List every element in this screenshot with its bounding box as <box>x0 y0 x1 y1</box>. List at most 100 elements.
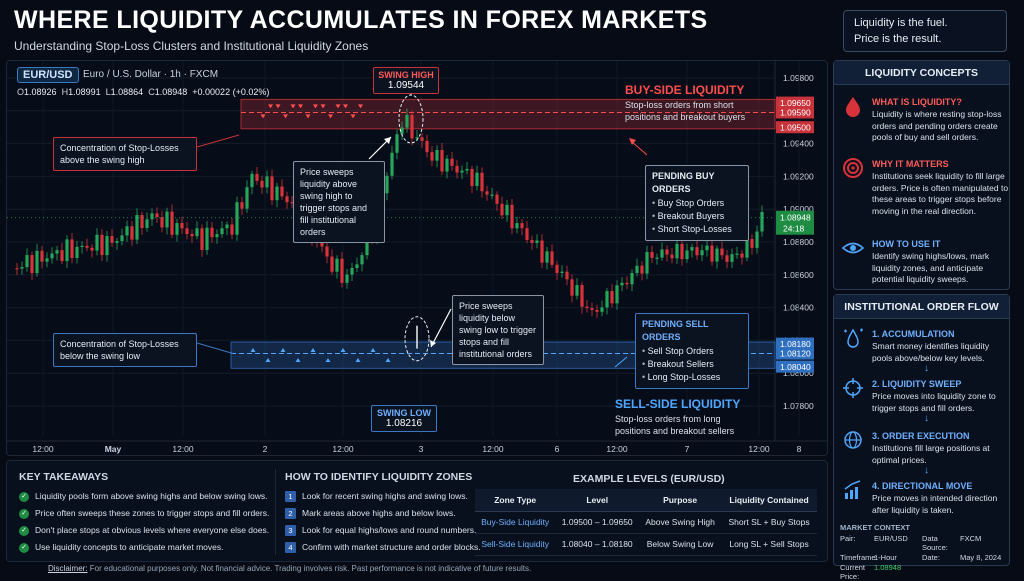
level-tag-text: 1.08040 <box>780 362 811 372</box>
candle-body <box>440 149 444 172</box>
candle-body <box>625 282 629 285</box>
crosshair-icon <box>843 378 863 398</box>
level-tag <box>776 360 814 373</box>
candle-body <box>170 211 174 235</box>
step-number: 1 <box>285 491 296 502</box>
candle-body <box>405 114 409 128</box>
candle-body <box>220 228 224 235</box>
identify-item: 1 Look for recent swing highs and swing l… <box>285 491 468 502</box>
context-value: 1.08948 <box>874 563 902 572</box>
identify-item: 3 Look for equal highs/lows and round num… <box>285 525 476 536</box>
ohlc-close: 1.08948 <box>154 87 188 97</box>
candle-body <box>265 176 269 188</box>
disclaimer: Disclaimer: For educational purposes onl… <box>48 564 531 573</box>
pending-sell-box: PENDING SELL ORDERS Sell Stop Orders Bre… <box>635 313 749 389</box>
candle-body <box>500 203 504 216</box>
candle-body <box>20 267 24 269</box>
time-tick-label: 12:00 <box>482 444 504 454</box>
candle-body <box>575 285 579 296</box>
swing-low-value: 1.08216 <box>385 418 423 429</box>
candle-body <box>320 242 324 247</box>
pending-buy-title: PENDING BUY ORDERS <box>652 171 715 194</box>
concepts-title: LIQUIDITY CONCEPTS <box>834 61 1009 85</box>
market-context: MARKET CONTEXT Pair: EUR/USD Data Source:… <box>840 523 1008 581</box>
identify-text: Mark areas above highs and below lows. <box>302 508 456 518</box>
sell-side-description: Stop-loss orders from long positions and… <box>615 414 735 436</box>
candle-body <box>420 137 424 141</box>
stop-marker-icon <box>328 114 333 119</box>
price-chart[interactable]: 1.098001.096001.094001.092001.090001.088… <box>6 60 828 456</box>
arrow-head-icon <box>629 138 636 145</box>
candle-body <box>395 134 399 153</box>
globe-icon <box>844 431 862 449</box>
context-value: 1-Hour <box>874 553 897 562</box>
flow-heading: 2. LIQUIDITY SWEEP <box>872 379 962 389</box>
candle-body <box>735 253 739 255</box>
table-title: EXAMPLE LEVELS (EUR/USD) <box>573 473 725 485</box>
table-cell: Buy-Side Liquidity <box>475 511 556 534</box>
candle-body <box>730 254 734 262</box>
candle-body <box>450 158 454 166</box>
ohlc-high: 1.08991 <box>68 87 101 97</box>
candle-body <box>725 255 729 262</box>
stop-marker-icon <box>310 348 316 353</box>
ohlc-change: +0.00022 (+0.02%) <box>192 87 270 97</box>
sweep-high-callout: Price sweeps liquidity above swing high … <box>293 161 385 243</box>
stop-marker-icon <box>260 114 266 119</box>
candle-body <box>710 245 714 262</box>
level-tag <box>776 337 814 350</box>
bottom-panel: KEY TAKEAWAYS ✓ Liquidity pools form abov… <box>6 460 828 562</box>
candle-body <box>485 191 489 195</box>
candle-body <box>560 271 564 273</box>
time-tick-label: 12:00 <box>606 444 628 454</box>
concept-text: Institutions seek liquidity to fill larg… <box>872 171 1009 216</box>
context-value: FXCM <box>960 534 982 543</box>
concept-text: Identify swing highs/lows, mark liquidit… <box>872 251 990 284</box>
price-tick-label: 1.08600 <box>783 270 814 280</box>
callout-arrow-line <box>630 140 648 156</box>
candle-body <box>55 250 59 254</box>
check-icon: ✓ <box>19 508 29 519</box>
flow-step: 1. ACCUMULATION Smart money identifies l… <box>842 327 1007 363</box>
arrow-down-icon: ↓ <box>924 363 929 374</box>
price-tick-label: 1.09800 <box>783 73 814 83</box>
example-levels-table: Zone Type Level Purpose Liquidity Contai… <box>475 489 817 556</box>
symbol-description: Euro / U.S. Dollar · 1h · FXCM <box>83 69 219 80</box>
price-tick-label: 1.09000 <box>783 204 814 214</box>
time-tick-label: 2 <box>263 444 268 454</box>
candle-body <box>525 228 529 241</box>
candle-body <box>465 168 469 171</box>
candle-body <box>240 202 244 209</box>
candle-body <box>590 308 594 310</box>
stop-marker-icon <box>280 348 286 353</box>
candle-body <box>470 168 474 187</box>
candle-body <box>60 250 64 262</box>
time-tick-label: 12:00 <box>748 444 770 454</box>
candle-body <box>475 172 479 187</box>
order-flow-panel: INSTITUTIONAL ORDER FLOW 1. ACCUMULATION… <box>833 294 1010 581</box>
candle-body <box>600 307 604 312</box>
stop-marker-icon <box>290 104 296 109</box>
stop-cluster-high-callout: Concentration of Stop-Losses above the s… <box>53 137 197 171</box>
candle-body <box>580 285 584 307</box>
candle-body <box>695 247 699 256</box>
candle-body <box>275 186 279 201</box>
candle-body <box>130 226 134 240</box>
candle-body <box>715 248 719 262</box>
candle-body <box>675 243 679 259</box>
time-tick-label: 8 <box>797 444 802 454</box>
time-tick-label: 6 <box>555 444 560 454</box>
candle-body <box>30 255 34 274</box>
candle-body <box>120 235 124 242</box>
candle-body <box>360 255 364 265</box>
candle-body <box>545 251 549 263</box>
candle-body <box>595 309 599 312</box>
price-tick-label: 1.09400 <box>783 139 814 149</box>
table-cell: 1.08040 – 1.08180 <box>555 533 640 556</box>
symbol-badge[interactable]: EUR/USD <box>17 67 79 83</box>
concept-item: HOW TO USE IT Identify swing highs/lows,… <box>842 237 1007 285</box>
candle-body <box>670 254 674 259</box>
candle-body <box>505 204 509 216</box>
candle-body <box>330 256 334 272</box>
ohlc-h-label: H <box>61 87 69 97</box>
